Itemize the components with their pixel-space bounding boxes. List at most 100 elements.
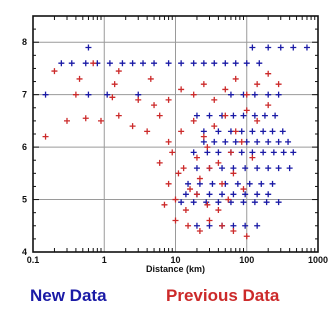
x-tick-label: 10 <box>170 255 180 265</box>
data-point <box>215 199 222 206</box>
data-point <box>151 60 158 67</box>
data-points <box>42 44 310 240</box>
data-point <box>82 115 89 122</box>
data-point <box>238 149 245 156</box>
data-point <box>230 228 237 235</box>
data-point <box>238 128 245 135</box>
y-tick-label: 8 <box>22 37 27 47</box>
data-point <box>225 196 232 203</box>
data-point <box>156 112 163 119</box>
data-point <box>156 159 163 166</box>
data-point <box>206 165 213 172</box>
x-axis-label: Distance (km) <box>146 264 205 274</box>
data-point <box>279 128 286 135</box>
data-point <box>193 154 200 161</box>
data-point <box>97 117 104 124</box>
data-point <box>211 96 218 103</box>
data-point <box>230 165 237 172</box>
data-point <box>232 138 239 145</box>
data-point <box>206 217 213 224</box>
data-point <box>275 138 282 145</box>
data-point <box>190 199 197 206</box>
data-point <box>222 112 229 119</box>
y-tick-label: 7 <box>22 90 27 100</box>
data-point <box>182 207 189 214</box>
data-point <box>232 75 239 82</box>
data-point <box>211 60 218 67</box>
data-point <box>109 94 116 101</box>
legend-previous-data: Previous Data <box>166 286 280 305</box>
data-point <box>249 149 256 156</box>
data-point <box>172 217 179 224</box>
data-point <box>111 81 118 88</box>
data-point <box>265 165 272 172</box>
data-point <box>178 128 185 135</box>
data-point <box>140 60 147 67</box>
data-point <box>254 191 261 198</box>
data-point <box>129 123 136 130</box>
data-point <box>58 60 65 67</box>
data-point <box>187 186 194 193</box>
data-point <box>204 201 211 208</box>
data-point <box>219 180 226 187</box>
data-point <box>232 128 239 135</box>
data-point <box>144 128 151 135</box>
data-point <box>265 91 272 98</box>
data-point <box>72 91 79 98</box>
data-point <box>180 165 187 172</box>
data-point <box>285 138 292 145</box>
data-point <box>275 165 282 172</box>
data-point <box>272 112 279 119</box>
data-point <box>119 60 126 67</box>
data-point <box>193 165 200 172</box>
data-point <box>254 138 261 145</box>
data-point <box>286 165 293 172</box>
data-point <box>175 170 182 177</box>
data-point <box>280 149 287 156</box>
data-point <box>275 199 282 206</box>
data-point <box>232 60 239 67</box>
data-point <box>42 91 49 98</box>
data-point <box>249 128 256 135</box>
data-point <box>165 96 172 103</box>
data-point <box>215 207 222 214</box>
data-point <box>230 222 237 229</box>
data-point <box>277 44 284 51</box>
data-point <box>85 44 92 51</box>
data-point <box>115 112 122 119</box>
data-point <box>193 191 200 198</box>
data-point <box>193 222 200 229</box>
x-tick-label: 0.1 <box>27 255 40 265</box>
data-point <box>242 222 249 229</box>
data-point <box>190 91 197 98</box>
data-point <box>219 165 226 172</box>
data-point <box>215 149 222 156</box>
data-point <box>275 91 282 98</box>
x-tick-label: 100 <box>239 255 254 265</box>
data-point <box>165 60 172 67</box>
data-point <box>219 191 226 198</box>
data-point <box>270 149 277 156</box>
data-point <box>243 60 250 67</box>
data-point <box>230 112 237 119</box>
data-point <box>265 191 272 198</box>
data-point <box>234 180 241 187</box>
data-point <box>254 117 261 124</box>
data-point <box>251 91 258 98</box>
data-point <box>90 60 97 67</box>
data-point <box>227 91 234 98</box>
data-point <box>265 70 272 77</box>
data-point <box>243 138 250 145</box>
data-point <box>258 180 265 187</box>
data-point <box>165 180 172 187</box>
data-point <box>249 44 256 51</box>
data-point <box>222 60 229 67</box>
data-point <box>251 112 258 119</box>
data-point <box>222 86 229 93</box>
data-point <box>240 186 247 193</box>
data-point <box>200 128 207 135</box>
data-point <box>63 117 70 124</box>
data-point <box>230 170 237 177</box>
data-point <box>193 112 200 119</box>
data-point <box>135 96 142 103</box>
